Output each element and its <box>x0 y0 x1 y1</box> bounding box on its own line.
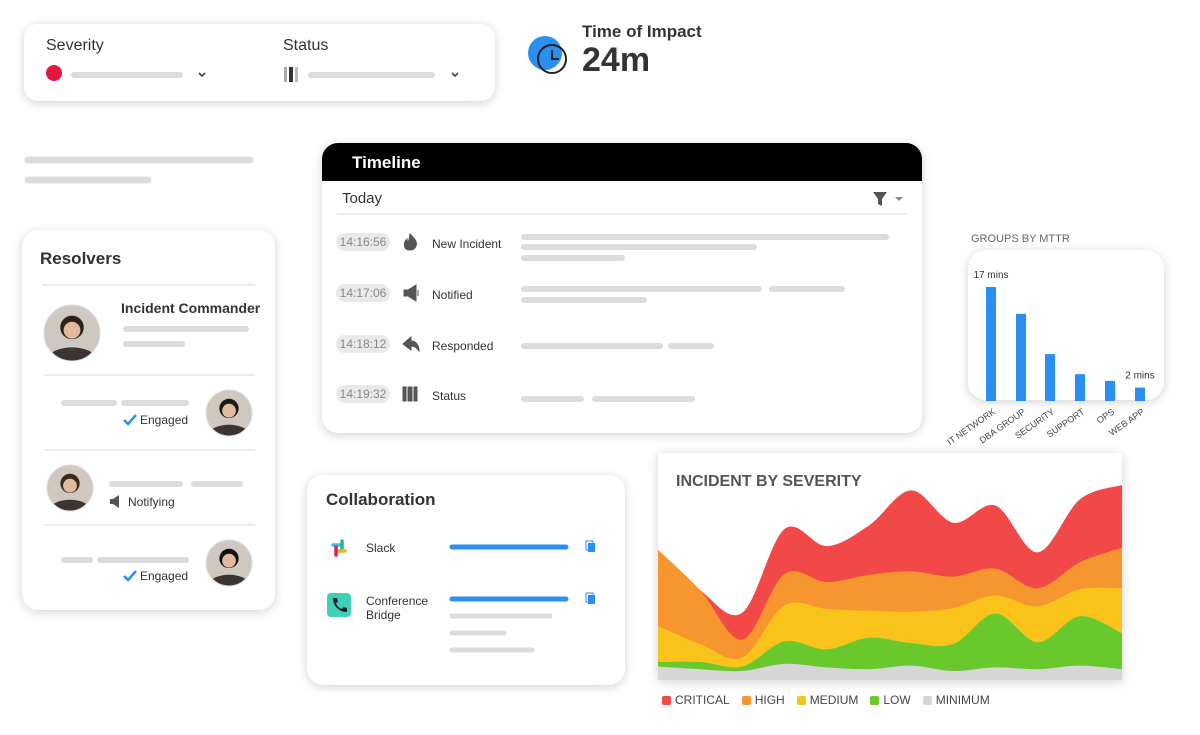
event-time: 14:17:06 <box>339 286 387 300</box>
collaboration-title: Collaboration <box>326 489 436 509</box>
severity-label: Severity <box>46 37 104 54</box>
bar <box>1135 387 1145 401</box>
area <box>658 613 1122 680</box>
status-icon <box>289 67 293 82</box>
bar <box>1075 374 1085 401</box>
bar <box>986 287 996 401</box>
legend-item: CRITICAL <box>662 693 730 707</box>
event-time: 14:18:12 <box>339 337 387 351</box>
impact-icon <box>551 50 559 60</box>
legend-swatch <box>662 695 671 705</box>
legend-swatch <box>741 695 751 705</box>
copy-icon <box>588 595 595 604</box>
event-icon <box>402 335 420 353</box>
timeline-title: Timeline <box>352 152 421 172</box>
dropdown-chevron <box>451 72 459 78</box>
area <box>658 663 1122 680</box>
avatar-ring <box>205 539 253 587</box>
check-icon <box>123 570 137 582</box>
x-tick-label: OPS <box>1095 406 1116 425</box>
event-label: New Incident <box>432 237 502 251</box>
impact-value: 24m <box>582 41 651 79</box>
copy-icon <box>588 543 595 552</box>
time-pill <box>336 233 390 251</box>
avatar-face <box>63 478 77 493</box>
event-label: Status <box>432 389 467 403</box>
severity-card <box>24 24 495 101</box>
avatar-ring <box>205 389 253 437</box>
legend: CRITICAL HIGH MEDIUM LOW MINIMUM <box>662 693 990 707</box>
bar <box>1105 380 1115 401</box>
timeline-header <box>322 143 922 181</box>
impact-label: Time of Impact <box>582 21 702 41</box>
legend-item: MINIMUM <box>922 693 990 707</box>
severity-dot <box>46 65 62 81</box>
filter-icon <box>873 192 887 206</box>
legend-label: MINIMUM <box>935 693 990 707</box>
channel-name: Slack <box>366 541 396 555</box>
timeline-day: Today <box>342 189 383 207</box>
legend-swatch <box>796 695 806 705</box>
legend-label: CRITICAL <box>675 693 730 707</box>
event-time: 14:16:56 <box>339 235 387 249</box>
event-icon <box>403 232 417 251</box>
legend-label: LOW <box>883 693 911 707</box>
avatar-ring <box>46 464 94 512</box>
legend-item: MEDIUM <box>796 693 859 707</box>
legend-item: LOW <box>870 693 911 707</box>
time-pill <box>336 284 390 302</box>
bar <box>1045 354 1055 401</box>
legend-label: HIGH <box>754 693 785 707</box>
legend-item: HIGH <box>741 693 785 707</box>
status-label: Status <box>283 37 329 54</box>
phone-icon <box>333 598 347 612</box>
member-status: Engaged <box>140 569 189 583</box>
copy-icon <box>585 540 594 551</box>
copy-icon <box>585 592 594 603</box>
event-icon <box>402 386 418 402</box>
legend-swatch <box>870 695 880 705</box>
chart-title: GROUPS BY MTTR <box>971 232 1070 245</box>
status-icon <box>284 67 287 82</box>
value-label: 2 mins <box>1125 371 1154 382</box>
resolvers-title: Resolvers <box>40 248 122 268</box>
impact-icon <box>528 36 562 70</box>
legend-swatch <box>922 695 932 705</box>
check-icon <box>123 414 137 426</box>
bridge-icon <box>327 593 351 617</box>
time-pill <box>336 335 390 353</box>
event-time: 14:19:32 <box>339 387 387 401</box>
member-status: Engaged <box>140 413 189 427</box>
event-label: Notified <box>432 288 473 302</box>
channel-name: Conference Bridge <box>366 594 429 622</box>
avatar-ring <box>43 304 101 362</box>
commander-label: Incident Commander <box>121 300 261 316</box>
member-status: Notifying <box>128 495 175 509</box>
chart-title: INCIDENT BY SEVERITY <box>676 473 862 490</box>
impact-icon <box>537 44 567 74</box>
status-icon <box>295 67 298 82</box>
megaphone-icon <box>110 495 119 508</box>
event-label: Responded <box>432 339 494 353</box>
avatar-face <box>222 403 236 418</box>
filter-caret <box>895 197 903 201</box>
time-pill <box>336 385 390 403</box>
avatar-face <box>222 553 236 568</box>
legend-label: MEDIUM <box>809 693 859 707</box>
dropdown-chevron <box>198 72 206 78</box>
value-label: 17 mins <box>973 270 1008 281</box>
mttr-card <box>968 250 1164 400</box>
avatar-face <box>63 321 81 339</box>
bar <box>1016 313 1026 401</box>
event-icon <box>403 284 419 302</box>
